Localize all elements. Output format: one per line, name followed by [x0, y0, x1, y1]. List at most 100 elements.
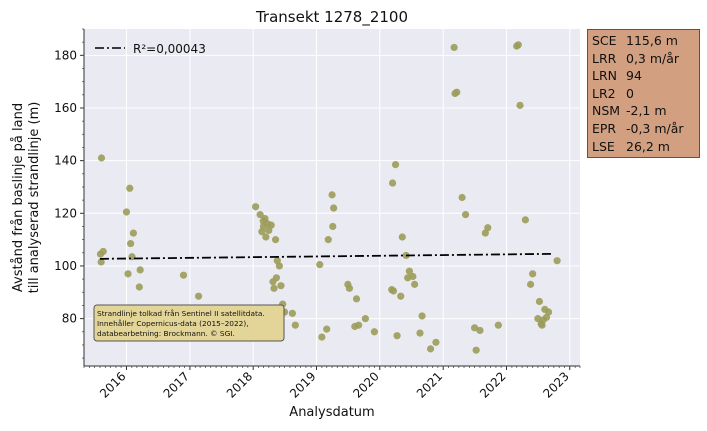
data-point — [361, 315, 369, 323]
y-axis-label: till analyserad strandlinje (m) — [27, 102, 42, 294]
data-point — [271, 236, 280, 244]
data-point — [136, 266, 144, 274]
data-point — [262, 233, 270, 241]
y-axis-label: Avstånd från baslinje på land — [11, 103, 26, 292]
data-point — [288, 309, 296, 317]
data-point — [470, 324, 479, 332]
data-point — [122, 208, 131, 216]
data-point — [409, 272, 417, 281]
x-tick-label: 2020 — [350, 369, 381, 400]
data-point — [291, 321, 299, 329]
data-point — [318, 333, 326, 341]
stats-row: LRR 0,3 m/år — [592, 50, 695, 68]
data-point — [256, 211, 264, 219]
stats-key: LR2 — [592, 85, 616, 101]
stats-row: SCE 115,6 m — [592, 32, 695, 50]
x-tick-label: 2018 — [224, 369, 255, 400]
data-point — [129, 229, 138, 237]
data-point — [426, 345, 435, 353]
stats-key: NSM — [592, 103, 621, 119]
chart-title: Transekt 1278_2100 — [255, 8, 408, 27]
data-point — [494, 321, 502, 329]
stats-row: LSE 26,2 m — [592, 138, 695, 156]
annotation-text: databearbetning: Brockmann. © SGI. — [97, 329, 235, 338]
data-point — [324, 236, 332, 244]
x-tick-label: 2019 — [287, 369, 318, 400]
annotation-box — [93, 304, 285, 342]
data-point — [538, 321, 546, 329]
stats-key: LSE — [592, 138, 615, 154]
data-point — [329, 222, 337, 231]
data-point — [124, 270, 132, 278]
data-point — [476, 326, 484, 335]
data-point — [405, 267, 414, 275]
stats-key: LRN — [592, 68, 617, 84]
data-point — [179, 271, 188, 279]
data-point — [516, 101, 524, 109]
data-point — [328, 191, 336, 199]
stats-value: -0,3 m/år — [626, 120, 684, 136]
data-point — [411, 280, 419, 288]
trend-line — [99, 252, 554, 260]
data-point — [97, 258, 105, 266]
y-tick-label: 140 — [54, 154, 77, 168]
data-point — [391, 160, 400, 169]
data-point — [388, 179, 397, 187]
stats-key: LRR — [592, 50, 617, 66]
data-point — [345, 284, 354, 292]
x-tick-label: 2021 — [414, 369, 445, 400]
data-point — [450, 43, 458, 52]
data-point — [99, 247, 107, 256]
data-point — [269, 278, 277, 286]
x-axis-label: Analysdatum — [289, 405, 374, 420]
stats-value: 0,3 m/år — [626, 50, 680, 66]
data-point — [545, 308, 553, 316]
data-point — [258, 228, 266, 236]
data-point — [389, 287, 398, 295]
data-point — [351, 322, 359, 331]
stats-row: EPR -0,3 m/år — [592, 120, 695, 138]
data-point — [453, 88, 461, 96]
stats-value: 94 — [626, 68, 642, 84]
data-point — [277, 282, 285, 290]
y-tick-label: 80 — [62, 312, 77, 326]
data-point — [370, 328, 378, 336]
data-point — [535, 297, 544, 306]
data-point — [534, 315, 542, 323]
data-point — [553, 257, 561, 265]
data-point — [270, 284, 278, 292]
data-point — [458, 193, 466, 202]
stats-row: NSM -2,1 m — [592, 102, 695, 120]
data-point — [514, 41, 522, 49]
data-point — [275, 262, 283, 270]
x-tick-label: 2017 — [161, 369, 192, 400]
data-point — [398, 233, 406, 241]
stats-row: LRN 94 — [592, 67, 695, 85]
data-point — [526, 280, 535, 288]
data-point — [97, 154, 106, 162]
stats-row: LR2 0 — [592, 85, 695, 103]
data-point — [472, 346, 480, 354]
stats-key: EPR — [592, 120, 617, 136]
y-tick-label: 160 — [54, 101, 77, 115]
stats-value: 0 — [626, 85, 634, 101]
data-point — [416, 329, 424, 337]
y-tick-label: 100 — [54, 259, 77, 273]
annotation-text: Strandlinje tolkad från Sentinel II sate… — [97, 309, 265, 318]
data-point — [323, 325, 331, 333]
data-point — [267, 221, 275, 229]
data-point — [135, 283, 143, 291]
stats-key: SCE — [592, 33, 617, 48]
data-point — [484, 224, 492, 232]
data-point — [194, 292, 203, 300]
stats-value: 115,6 m — [626, 33, 678, 48]
data-point — [418, 312, 426, 320]
legend-label: R²=0,00043 — [133, 42, 206, 56]
data-point — [316, 261, 324, 269]
data-point — [432, 338, 440, 346]
y-tick-label: 180 — [54, 48, 77, 62]
stats-value: 26,2 m — [626, 138, 670, 154]
data-point — [521, 216, 529, 224]
